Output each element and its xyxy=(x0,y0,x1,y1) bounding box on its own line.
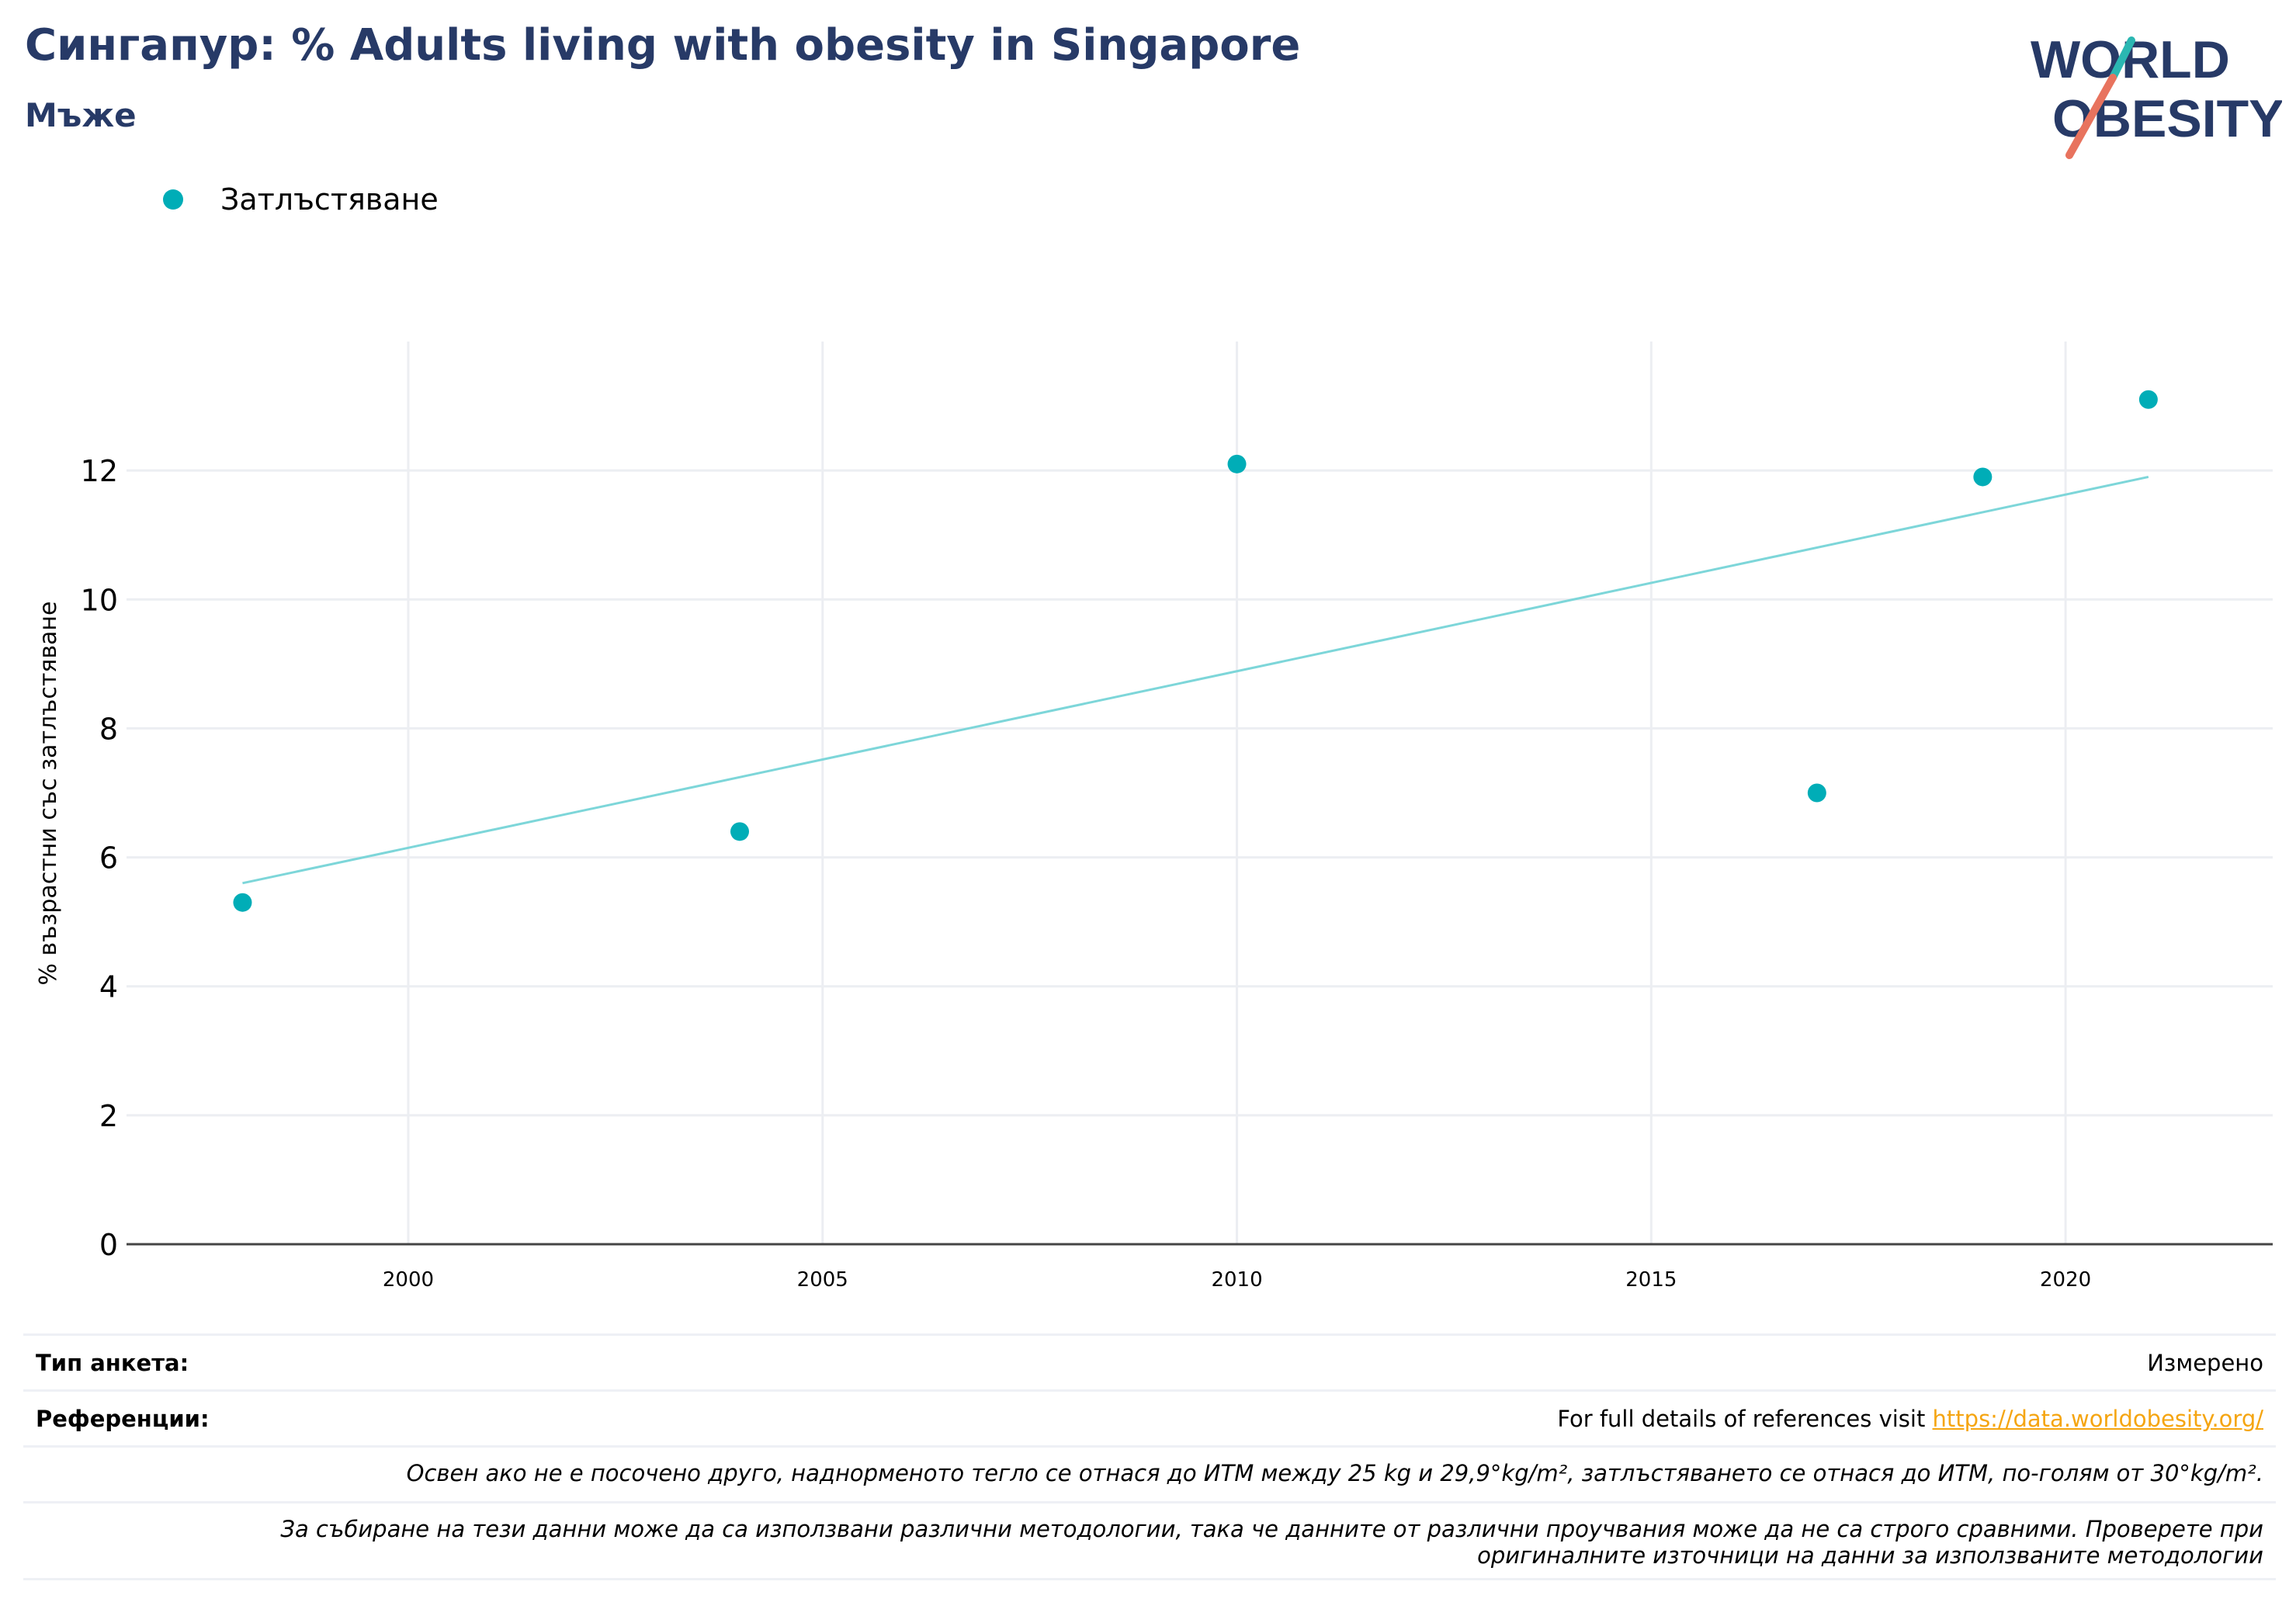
footer-row-methods-note: За събиране на тези данни може да са изп… xyxy=(23,1501,2276,1580)
data-point xyxy=(1973,467,1993,487)
bmi-note: Освен ако не е посочено друго, наднормен… xyxy=(406,1460,2263,1486)
data-point xyxy=(730,822,749,841)
axis-layer: 0 2 4 6 8 10 12 2000 2005 2010 2015 2020 xyxy=(81,454,2273,1292)
x-tick-label: 2020 xyxy=(2040,1268,2091,1292)
scatter-chart: 0 2 4 6 8 10 12 2000 2005 2010 2015 2020 % възрастн… xyxy=(35,342,2273,1292)
y-tick-label: 0 xyxy=(99,1228,118,1262)
x-tick-label: 2010 xyxy=(1211,1268,1262,1292)
references-link[interactable]: https://data.worldobesity.org/ xyxy=(1932,1406,2263,1432)
page-subtitle: Мъже xyxy=(25,96,137,134)
methods-note: За събиране на тези данни може да са изп… xyxy=(280,1516,2263,1569)
chart-legend[interactable]: Затлъстяване xyxy=(163,180,439,219)
page-title: Сингапур: % Adults living with obesity i… xyxy=(25,20,1301,71)
trend-layer xyxy=(242,475,2149,885)
y-tick-label: 10 xyxy=(81,583,118,617)
y-tick-label: 2 xyxy=(99,1099,118,1133)
logo-slash-coral xyxy=(2065,74,2117,159)
methods-note-line-1: За събиране на тези данни може да са изп… xyxy=(280,1516,2263,1542)
references-label: Референции: xyxy=(36,1406,210,1432)
y-tick-label: 12 xyxy=(81,454,118,488)
y-tick-label: 8 xyxy=(99,712,118,746)
chart-footer: Тип анкета: Измерено Референции: For ful… xyxy=(23,1333,2276,1580)
footer-row-references: Референции: For full details of referenc… xyxy=(23,1389,2276,1445)
survey-type-value: Измерено xyxy=(2147,1350,2263,1376)
legend-marker xyxy=(163,189,183,210)
footer-row-survey-type: Тип анкета: Измерено xyxy=(23,1333,2276,1389)
references-value: For full details of references visit htt… xyxy=(1557,1406,2263,1432)
data-point xyxy=(1227,454,1247,473)
world-obesity-logo: WORLD OBESITY xyxy=(2031,30,2282,159)
legend-label: Затлъстяване xyxy=(220,182,439,217)
footer-row-bmi-note: Освен ако не е посочено друго, наднормен… xyxy=(23,1445,2276,1501)
grid-layer xyxy=(127,342,2273,1244)
data-point xyxy=(233,893,252,912)
data-point xyxy=(2138,390,2158,409)
y-axis-label: % възрастни със затлъстяване xyxy=(35,602,62,986)
x-tick-label: 2015 xyxy=(1625,1268,1677,1292)
y-tick-label: 4 xyxy=(99,970,118,1004)
references-text: For full details of references visit xyxy=(1557,1406,1926,1432)
y-tick-label: 6 xyxy=(99,841,118,876)
x-tick-label: 2000 xyxy=(383,1268,434,1292)
x-tick-label: 2005 xyxy=(797,1268,848,1292)
survey-type-label: Тип анкета: xyxy=(36,1350,189,1376)
methods-note-line-2: оригиналните източници на данни за изпол… xyxy=(1477,1542,2263,1569)
logo-slash-teal xyxy=(2109,36,2135,81)
trend-line xyxy=(242,475,2149,885)
point-layer xyxy=(233,390,2158,912)
data-point xyxy=(1807,783,1826,803)
